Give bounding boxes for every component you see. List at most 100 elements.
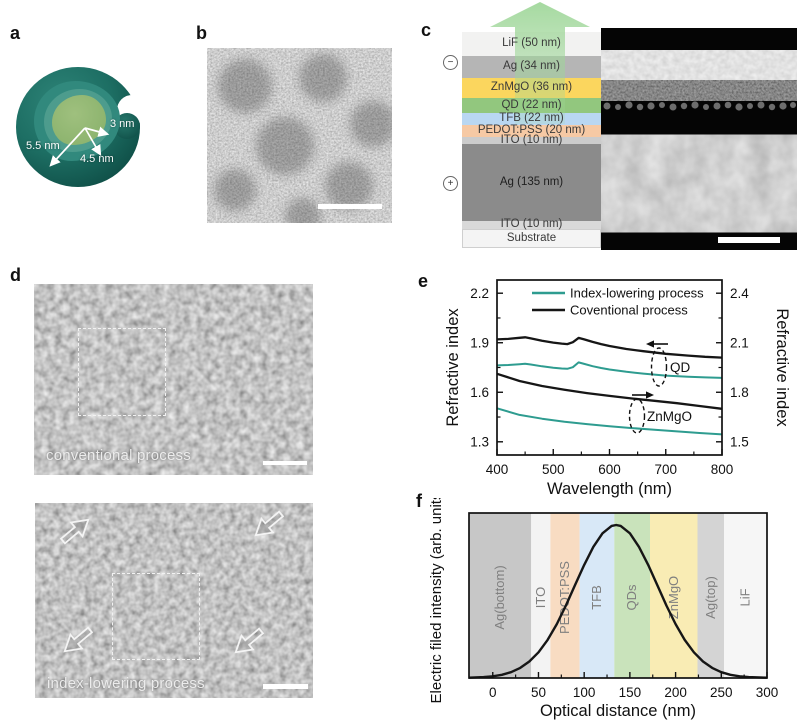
panel-label-d: d [10, 265, 21, 285]
dashed-region-box [112, 573, 200, 660]
radius-arrow-3nm [84, 126, 110, 137]
y-left-tick-label: 1.6 [470, 385, 489, 400]
arrow-top-left [59, 518, 90, 545]
radius-arrow-55nm [49, 127, 86, 167]
region-band-0 [469, 513, 532, 678]
radius-arrow-45nm [84, 127, 102, 157]
anode-symbol: + [443, 176, 458, 191]
series-3 [496, 407, 723, 436]
znmgo-annotation-ellipse [628, 398, 646, 434]
stack-layer-label: Ag (135 nm) [499, 175, 564, 188]
x-tick-label: 300 [756, 685, 779, 700]
arrow-bottom-left [63, 626, 94, 653]
stack-layer-label: ITO (10 nm) [500, 133, 563, 146]
radius-label-45nm: 4.5 nm [80, 153, 114, 165]
qd-sphere-illustration: 3 nm 4.5 nm 5.5 nm [14, 55, 147, 191]
x-tick-label: 0 [489, 685, 497, 700]
series-0 [496, 336, 723, 359]
region-band-2 [550, 513, 580, 678]
xsec-qd-dot-row [603, 101, 796, 111]
panel-label-e: e [418, 271, 429, 291]
refractive-index-chart: 400 500 600 700 800 1.3 1.6 1.9 2.2 1.5 1.8 2.1 2.4 I… [444, 279, 791, 498]
region-label-0: Ag(bottom) [492, 565, 507, 629]
y-left-tick-label: 2.2 [470, 286, 489, 301]
stack-layer-label: PEDOT:PSS (20 nm) [477, 124, 586, 137]
tem-texture [207, 48, 392, 223]
sem-caption-index-lowering: index-lowering process [47, 675, 205, 692]
stack-layer-4: TFB (22 nm) [462, 113, 601, 125]
y-right-axis-label: Refractive index [773, 308, 791, 427]
x-tick-label: 800 [711, 462, 734, 477]
region-band-4 [614, 513, 650, 678]
stack-layer-2: ZnMgO (36 nm) [462, 78, 601, 98]
sem-caption-conventional: conventional process [46, 447, 191, 464]
panel-label-a: a [10, 23, 21, 43]
qd-core [52, 95, 106, 145]
x-tick-label: 600 [598, 462, 621, 477]
stack-layer-label: TFB (22 nm) [499, 112, 564, 125]
panel-label-c: c [421, 20, 432, 40]
sem-image-conventional: conventional process [34, 284, 313, 475]
stack-layer-9: Substrate [462, 229, 601, 248]
stack-layer-label: LiF (50 nm) [502, 37, 561, 50]
panel-label-b: b [196, 23, 207, 43]
scale-bar [318, 204, 382, 209]
x-tick-label: 700 [654, 462, 677, 477]
stack-layer-label: ZnMgO (36 nm) [490, 81, 573, 94]
y-right-tick-label: 1.5 [730, 434, 749, 449]
stack-layer-label: Substrate [506, 231, 557, 244]
region-label-6: Ag(top) [703, 576, 718, 619]
arrow-top-right [254, 510, 285, 537]
series-1 [496, 361, 723, 379]
tem-image-qds [207, 48, 392, 223]
znmgo-annotation-label: ZnMgO [647, 409, 692, 424]
region-label-1: ITO [533, 587, 548, 608]
panel-label-f: f [416, 491, 422, 511]
stack-layer-5: PEDOT:PSS (20 nm) [462, 125, 601, 137]
znmgo-right-axis-arrow [646, 391, 654, 399]
x-axis-label: Wavelength (nm) [547, 480, 672, 498]
scale-bar [263, 684, 308, 689]
stack-layer-6: ITO (10 nm) [462, 133, 601, 146]
region-label-4: QDs [624, 584, 639, 611]
stack-layer-label: Ag (34 nm) [503, 60, 560, 73]
cross-section-image [601, 28, 797, 250]
stack-layer-label: ITO (10 nm) [500, 218, 563, 231]
stack-layer-label: QD (22 nm) [501, 98, 562, 111]
y-left-axis-label: Refractive index [444, 308, 462, 427]
y-right-tick-label: 2.4 [730, 286, 749, 301]
qd-annotation-label: QD [670, 360, 691, 375]
xsec-bottom-ag-band [601, 143, 797, 224]
stack-layer-7: Ag (135 nm) [462, 144, 601, 221]
x-tick-label: 50 [531, 685, 546, 700]
shrinkage-arrows [59, 510, 285, 654]
legend-label-1: Coventional process [570, 303, 688, 318]
cathode-symbol: − [443, 55, 458, 70]
region-band-1 [531, 513, 551, 678]
region-band-6 [697, 513, 724, 678]
region-band-5 [650, 513, 698, 678]
plot-frame [468, 512, 768, 679]
region-label-5: ZnMgO [666, 576, 681, 619]
radius-label-55nm: 5.5 nm [26, 140, 60, 152]
x-axis-label: Optical distance (nm) [540, 702, 696, 720]
x-tick-label: 200 [664, 685, 687, 700]
x-tick-label: 150 [619, 685, 642, 700]
field-intensity-curve [468, 523, 768, 679]
series-2 [496, 372, 723, 410]
y-right-tick-label: 2.1 [730, 335, 749, 350]
stack-layer-3: QD (22 nm) [462, 98, 601, 113]
scale-bar [718, 237, 780, 243]
cross-section-texture [601, 28, 797, 250]
legend-label-0: Index-lowering process [570, 286, 704, 301]
x-tick-label: 100 [573, 685, 596, 700]
xsec-top-ag-band [601, 53, 797, 79]
xsec-ito-line [601, 137, 797, 143]
light-outcoupling-arrow [490, 2, 590, 124]
region-band-7 [724, 513, 767, 678]
radius-label-3nm: 3 nm [110, 118, 135, 130]
region-label-3: TFB [589, 585, 604, 610]
tem-qd-blobs [214, 54, 392, 223]
x-tick-label: 250 [710, 685, 733, 700]
